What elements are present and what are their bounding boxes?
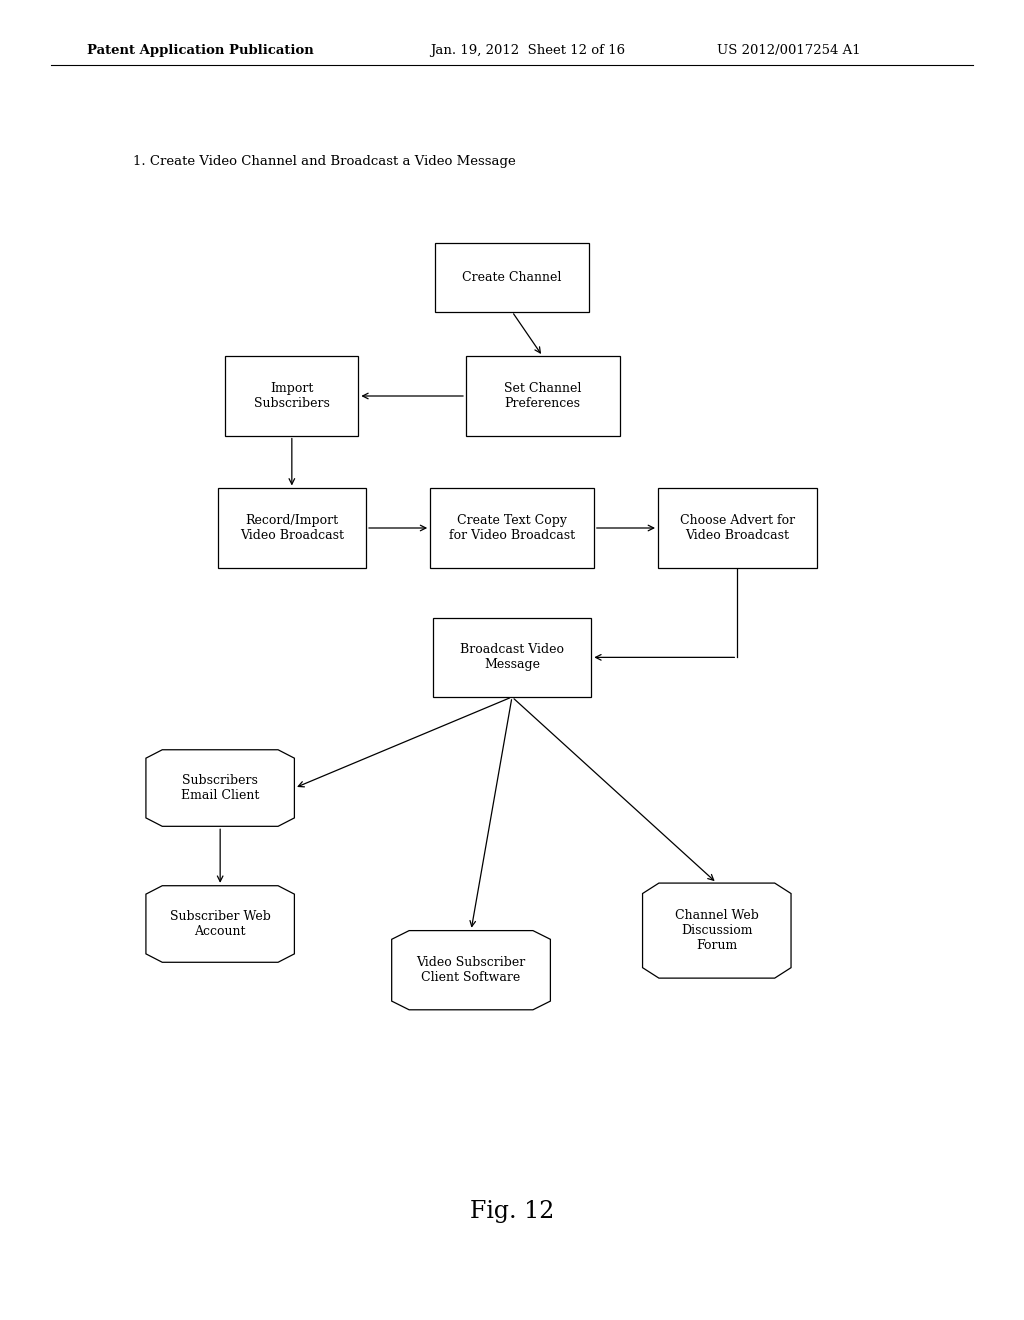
Text: Channel Web
Discussiom
Forum: Channel Web Discussiom Forum — [675, 909, 759, 952]
Text: Subscribers
Email Client: Subscribers Email Client — [181, 774, 259, 803]
FancyBboxPatch shape — [435, 243, 589, 312]
Text: Patent Application Publication: Patent Application Publication — [87, 44, 313, 57]
Polygon shape — [146, 750, 295, 826]
Text: 1. Create Video Channel and Broadcast a Video Message: 1. Create Video Channel and Broadcast a … — [133, 154, 516, 168]
Text: Choose Advert for
Video Broadcast: Choose Advert for Video Broadcast — [680, 513, 795, 543]
FancyBboxPatch shape — [225, 356, 358, 436]
FancyBboxPatch shape — [466, 356, 620, 436]
Text: US 2012/0017254 A1: US 2012/0017254 A1 — [717, 44, 860, 57]
Polygon shape — [643, 883, 791, 978]
FancyBboxPatch shape — [430, 488, 594, 568]
Text: Set Channel
Preferences: Set Channel Preferences — [504, 381, 582, 411]
Text: Jan. 19, 2012  Sheet 12 of 16: Jan. 19, 2012 Sheet 12 of 16 — [430, 44, 626, 57]
Text: Create Channel: Create Channel — [462, 271, 562, 284]
Text: Create Text Copy
for Video Broadcast: Create Text Copy for Video Broadcast — [449, 513, 575, 543]
FancyBboxPatch shape — [432, 618, 592, 697]
Text: Import
Subscribers: Import Subscribers — [254, 381, 330, 411]
FancyBboxPatch shape — [657, 488, 817, 568]
Text: Record/Import
Video Broadcast: Record/Import Video Broadcast — [240, 513, 344, 543]
Text: Video Subscriber
Client Software: Video Subscriber Client Software — [417, 956, 525, 985]
Text: Subscriber Web
Account: Subscriber Web Account — [170, 909, 270, 939]
Text: Broadcast Video
Message: Broadcast Video Message — [460, 643, 564, 672]
Polygon shape — [146, 886, 295, 962]
FancyBboxPatch shape — [217, 488, 366, 568]
Polygon shape — [391, 931, 551, 1010]
Text: Fig. 12: Fig. 12 — [470, 1200, 554, 1224]
